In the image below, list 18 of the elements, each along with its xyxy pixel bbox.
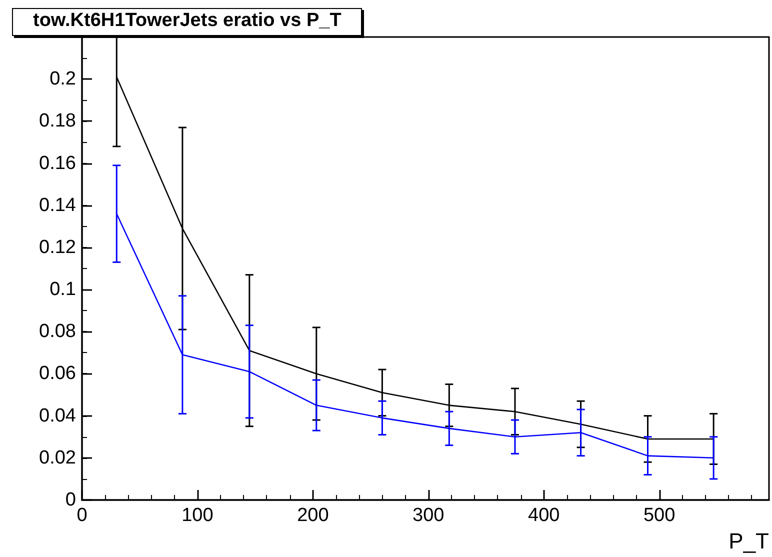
y-tick-label: 0.1 <box>50 279 76 300</box>
y-tick-label: 0.2 <box>50 68 76 90</box>
y-tick-label: 0.18 <box>39 110 76 132</box>
x-tick-label: 100 <box>182 505 214 526</box>
x-tick-label: 200 <box>297 505 329 526</box>
y-tick-label: 0.04 <box>39 405 76 426</box>
y-tick-label: 0.02 <box>39 447 76 468</box>
y-tick-label: 0.16 <box>39 152 76 174</box>
y-tick-label: 0 <box>65 490 76 510</box>
y-tick-label: 0.08 <box>39 321 76 342</box>
y-tick-label: 0.14 <box>39 194 76 216</box>
x-tick-label: 300 <box>412 505 444 526</box>
x-axis-title: P_T <box>728 528 769 554</box>
y-tick-label: 0.12 <box>39 236 76 258</box>
x-tick-label: 500 <box>643 505 676 526</box>
x-tick-label: 400 <box>528 505 560 526</box>
y-tick-label: 0.06 <box>39 363 76 384</box>
chart-title: tow.Kt6H1TowerJets eratio vs P_T <box>12 8 362 36</box>
